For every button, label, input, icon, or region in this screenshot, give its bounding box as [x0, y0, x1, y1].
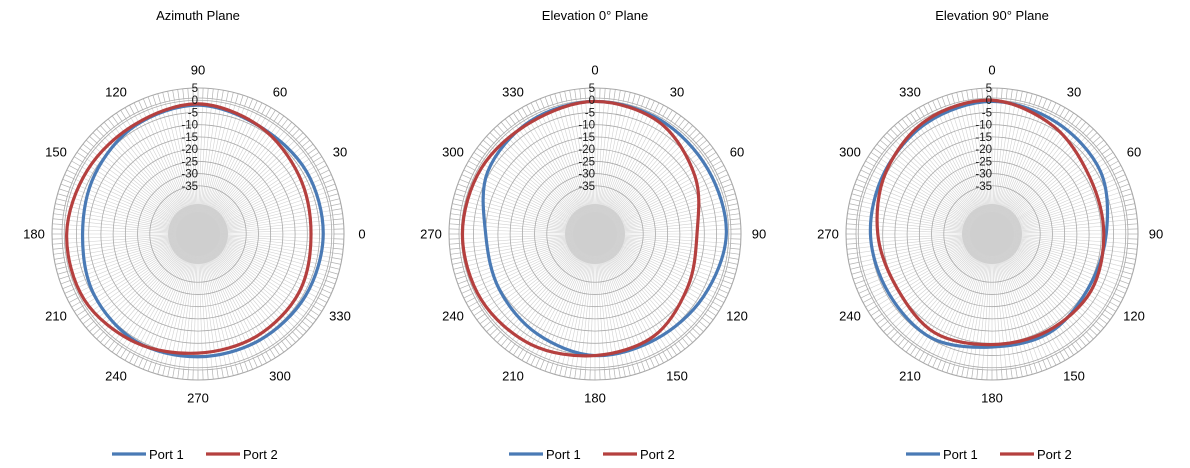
angle-label: 180 [981, 391, 1003, 406]
radial-tick-label: -35 [181, 181, 198, 193]
radial-tick-label: -10 [181, 120, 198, 132]
angle-label: 330 [329, 309, 351, 324]
legend: Port 1 Port 2 [906, 447, 1072, 462]
radial-tick-label: -25 [181, 156, 198, 168]
radial-tick-label: -30 [181, 169, 198, 181]
angle-label: 120 [1123, 309, 1145, 324]
angle-label: 150 [666, 369, 688, 384]
angle-label: 300 [269, 369, 291, 384]
radial-tick-label: 5 [986, 83, 992, 95]
polar-chart-elevation-90: Elevation 90° Plane 5 0 -5 -10 -15 -20 -25 -30 -3… [794, 0, 1190, 468]
legend-label: Port 1 [943, 447, 978, 462]
legend: Port 1 Port 2 [509, 447, 675, 462]
angle-label: 180 [584, 391, 606, 406]
radial-tick-label: -10 [578, 120, 595, 132]
angle-label: 150 [1063, 369, 1085, 384]
polar-chart-azimuth: Azimuth Plane 5 0 -5 -10 -15 -20 -25 -30 -35 0 30 60… [0, 0, 396, 468]
radial-tick-label: -35 [578, 181, 595, 193]
series-line-port-2 [65, 102, 313, 355]
center-disc [565, 204, 625, 264]
legend-label: Port 1 [546, 447, 581, 462]
angle-label: 300 [442, 145, 464, 160]
radial-tick-label: -30 [578, 169, 595, 181]
radial-tick-label: -30 [975, 169, 992, 181]
angle-label: 150 [45, 145, 67, 160]
radial-tick-label: 5 [192, 83, 198, 95]
angle-label: 210 [502, 369, 524, 384]
legend-label: Port 2 [1037, 447, 1072, 462]
angle-label: 300 [839, 145, 861, 160]
angle-label: 240 [105, 369, 127, 384]
angle-label: 270 [817, 227, 839, 242]
radial-tick-label: -5 [982, 107, 992, 119]
chart-title: Elevation 90° Plane [935, 8, 1049, 23]
series-line-port-2 [875, 98, 1106, 347]
angle-label: 90 [1149, 227, 1163, 242]
angle-label: 330 [502, 84, 524, 99]
radial-tick-label: -15 [975, 132, 992, 144]
polar-chart-elevation-0: Elevation 0° Plane 5 0 -5 -10 -15 -20 -25 -30 -35… [397, 0, 793, 468]
legend: Port 1 Port 2 [112, 447, 278, 462]
angle-label: 0 [358, 227, 365, 242]
angle-label: 120 [105, 84, 127, 99]
polar-chart-svg: Elevation 0° Plane50-5-10-15-20-25-30-35… [420, 8, 766, 462]
polar-chart-svg: Azimuth Plane50-5-10-15-20-25-30-3503060… [23, 8, 365, 462]
angle-label: 270 [420, 227, 442, 242]
angle-label: 90 [191, 63, 205, 78]
angle-label: 330 [899, 84, 921, 99]
radial-tick-label: -25 [975, 156, 992, 168]
radial-tick-label: -20 [578, 144, 595, 156]
radial-tick-label: -20 [181, 144, 198, 156]
radial-tick-label: 0 [589, 95, 595, 107]
angle-label: 60 [1127, 145, 1141, 160]
radial-tick-labels: 50-5-10-15-20-25-30-35 [578, 83, 595, 193]
angle-label: 90 [752, 227, 766, 242]
polar-grid [448, 87, 742, 381]
center-disc [962, 204, 1022, 264]
angle-label: 30 [670, 84, 684, 99]
radial-tick-label: -10 [975, 120, 992, 132]
angle-label: 240 [839, 309, 861, 324]
radial-tick-label: -35 [975, 181, 992, 193]
angle-label: 0 [591, 63, 598, 78]
angle-label: 180 [23, 227, 45, 242]
angle-label: 30 [1067, 84, 1081, 99]
angle-label: 60 [273, 84, 287, 99]
legend-label: Port 1 [149, 447, 184, 462]
radial-tick-label: -5 [188, 107, 198, 119]
angle-label: 240 [442, 309, 464, 324]
legend-label: Port 2 [640, 447, 675, 462]
radial-tick-labels: 50-5-10-15-20-25-30-35 [181, 83, 198, 193]
angle-label: 210 [899, 369, 921, 384]
chart-title: Elevation 0° Plane [542, 8, 648, 23]
radial-tick-label: -25 [578, 156, 595, 168]
series-line-port-2 [460, 99, 701, 358]
angle-label: 120 [726, 309, 748, 324]
radial-tick-labels: 50-5-10-15-20-25-30-35 [975, 83, 992, 193]
angle-label: 60 [730, 145, 744, 160]
polar-chart-svg: Elevation 90° Plane50-5-10-15-20-25-30-3… [817, 8, 1163, 462]
angle-label: 210 [45, 309, 67, 324]
radial-tick-label: -15 [181, 132, 198, 144]
center-disc [168, 204, 228, 264]
angle-label: 270 [187, 391, 209, 406]
legend-label: Port 2 [243, 447, 278, 462]
polar-grid [51, 87, 345, 381]
radial-tick-label: -20 [975, 144, 992, 156]
chart-title: Azimuth Plane [156, 8, 240, 23]
angle-label: 30 [333, 145, 347, 160]
radial-tick-label: 5 [589, 83, 595, 95]
radial-tick-label: 0 [192, 95, 198, 107]
polar-grid [845, 87, 1139, 381]
angle-label: 0 [988, 63, 995, 78]
radial-tick-label: 0 [986, 95, 992, 107]
radial-tick-label: -5 [585, 107, 595, 119]
radial-tick-label: -15 [578, 132, 595, 144]
